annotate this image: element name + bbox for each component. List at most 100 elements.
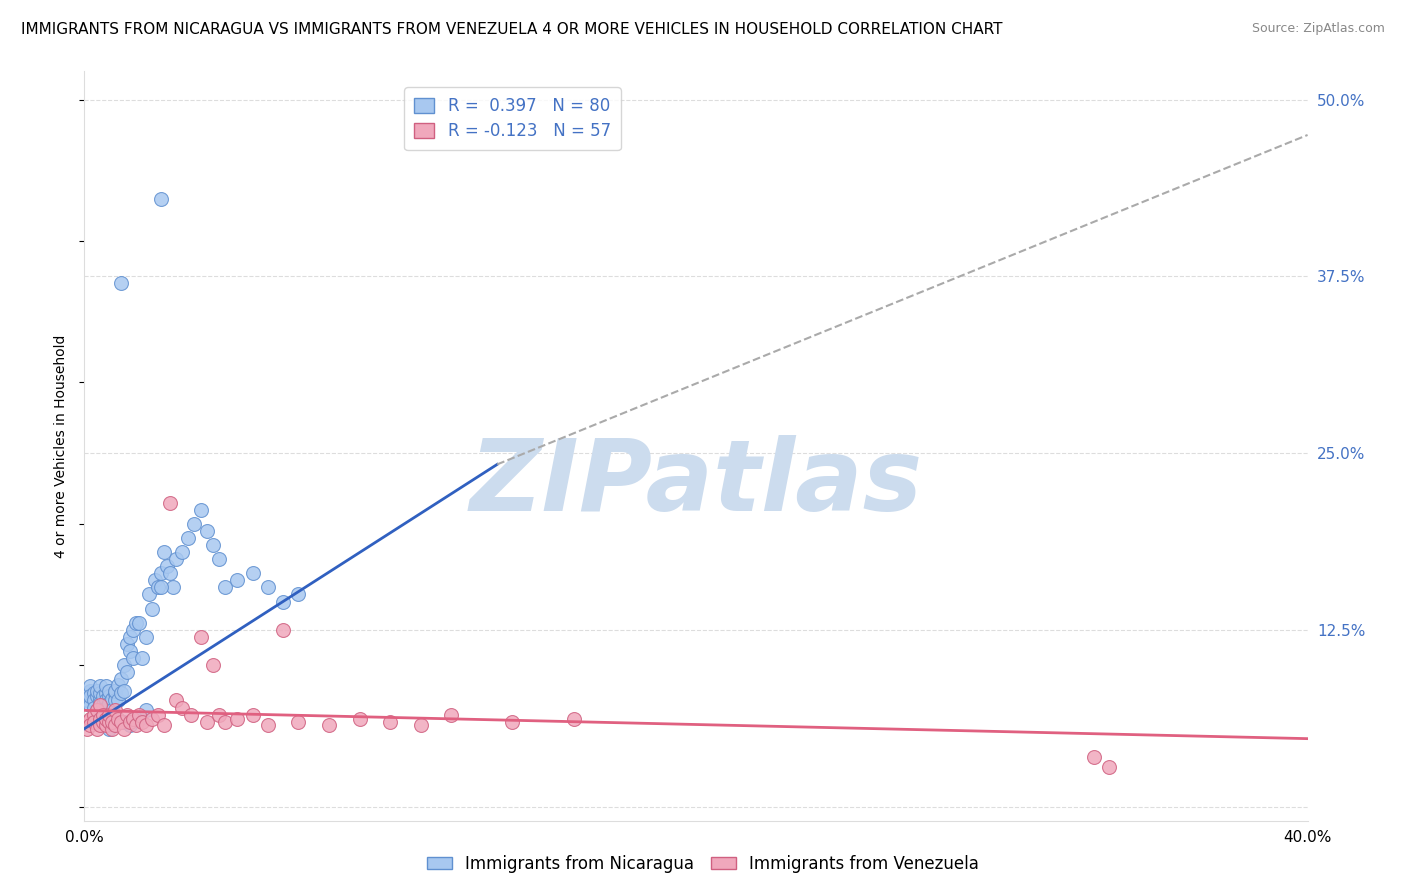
Point bbox=[242, 566, 264, 581]
Point bbox=[79, 698, 101, 712]
Text: IMMIGRANTS FROM NICARAGUA VS IMMIGRANTS FROM VENEZUELA 4 OR MORE VEHICLES IN HOU: IMMIGRANTS FROM NICARAGUA VS IMMIGRANTS … bbox=[21, 22, 1002, 37]
Point bbox=[83, 707, 105, 722]
Point bbox=[79, 712, 101, 726]
Point bbox=[440, 707, 463, 722]
Point bbox=[83, 700, 105, 714]
Point bbox=[120, 630, 142, 644]
Point bbox=[97, 707, 120, 722]
Point bbox=[107, 712, 129, 726]
Point bbox=[165, 693, 187, 707]
Point bbox=[91, 707, 114, 722]
Point bbox=[94, 700, 117, 714]
Point bbox=[83, 686, 105, 700]
Point bbox=[122, 651, 145, 665]
Point bbox=[101, 714, 124, 729]
Point bbox=[91, 690, 114, 704]
Point bbox=[91, 698, 114, 712]
Point bbox=[128, 707, 150, 722]
Point bbox=[502, 714, 524, 729]
Point bbox=[97, 696, 120, 710]
Point bbox=[287, 587, 309, 601]
Point bbox=[89, 714, 111, 729]
Point bbox=[162, 580, 184, 594]
Point bbox=[165, 552, 187, 566]
Point bbox=[271, 594, 294, 608]
Point bbox=[208, 552, 231, 566]
Point bbox=[141, 601, 163, 615]
Point bbox=[76, 714, 98, 729]
Point bbox=[83, 693, 105, 707]
Point bbox=[143, 574, 166, 588]
Point bbox=[104, 693, 127, 707]
Point bbox=[128, 712, 150, 726]
Point bbox=[89, 717, 111, 731]
Point bbox=[112, 722, 135, 736]
Point bbox=[214, 580, 236, 594]
Point bbox=[226, 574, 249, 588]
Point bbox=[94, 686, 117, 700]
Point bbox=[86, 722, 108, 736]
Point bbox=[214, 714, 236, 729]
Point bbox=[101, 722, 124, 736]
Point bbox=[76, 686, 98, 700]
Text: Source: ZipAtlas.com: Source: ZipAtlas.com bbox=[1251, 22, 1385, 36]
Point bbox=[94, 693, 117, 707]
Point bbox=[104, 717, 127, 731]
Point bbox=[97, 690, 120, 704]
Point bbox=[190, 502, 212, 516]
Point bbox=[94, 717, 117, 731]
Point bbox=[112, 658, 135, 673]
Point bbox=[172, 700, 194, 714]
Point bbox=[107, 693, 129, 707]
Point bbox=[208, 707, 231, 722]
Point bbox=[257, 717, 280, 731]
Legend: Immigrants from Nicaragua, Immigrants from Venezuela: Immigrants from Nicaragua, Immigrants fr… bbox=[420, 848, 986, 880]
Point bbox=[1083, 750, 1105, 764]
Point bbox=[83, 714, 105, 729]
Point bbox=[86, 690, 108, 704]
Point bbox=[131, 714, 153, 729]
Point bbox=[89, 679, 111, 693]
Point bbox=[318, 717, 340, 731]
Point bbox=[183, 516, 205, 531]
Point bbox=[89, 712, 111, 726]
Point bbox=[91, 703, 114, 717]
Point bbox=[180, 707, 202, 722]
Point bbox=[104, 703, 127, 717]
Point bbox=[153, 717, 176, 731]
Point bbox=[115, 707, 138, 722]
Point bbox=[94, 679, 117, 693]
Text: ZIPatlas: ZIPatlas bbox=[470, 435, 922, 532]
Point bbox=[120, 644, 142, 658]
Point bbox=[153, 545, 176, 559]
Point bbox=[86, 703, 108, 717]
Point bbox=[159, 566, 181, 581]
Point bbox=[104, 683, 127, 698]
Legend: R =  0.397   N = 80, R = -0.123   N = 57: R = 0.397 N = 80, R = -0.123 N = 57 bbox=[405, 87, 620, 150]
Point bbox=[149, 580, 172, 594]
Y-axis label: 4 or more Vehicles in Household: 4 or more Vehicles in Household bbox=[55, 334, 69, 558]
Point bbox=[115, 665, 138, 680]
Point bbox=[177, 531, 200, 545]
Point bbox=[125, 615, 148, 630]
Point bbox=[122, 623, 145, 637]
Point bbox=[1098, 760, 1121, 774]
Point bbox=[159, 495, 181, 509]
Point bbox=[97, 714, 120, 729]
Point bbox=[190, 630, 212, 644]
Point bbox=[131, 651, 153, 665]
Point bbox=[149, 192, 172, 206]
Point bbox=[97, 683, 120, 698]
Point bbox=[101, 703, 124, 717]
Point bbox=[86, 703, 108, 717]
Point bbox=[271, 623, 294, 637]
Point bbox=[172, 545, 194, 559]
Point bbox=[112, 683, 135, 698]
Point bbox=[89, 696, 111, 710]
Point bbox=[79, 690, 101, 704]
Point bbox=[110, 277, 132, 291]
Point bbox=[125, 717, 148, 731]
Point bbox=[79, 717, 101, 731]
Point bbox=[156, 559, 179, 574]
Point bbox=[76, 722, 98, 736]
